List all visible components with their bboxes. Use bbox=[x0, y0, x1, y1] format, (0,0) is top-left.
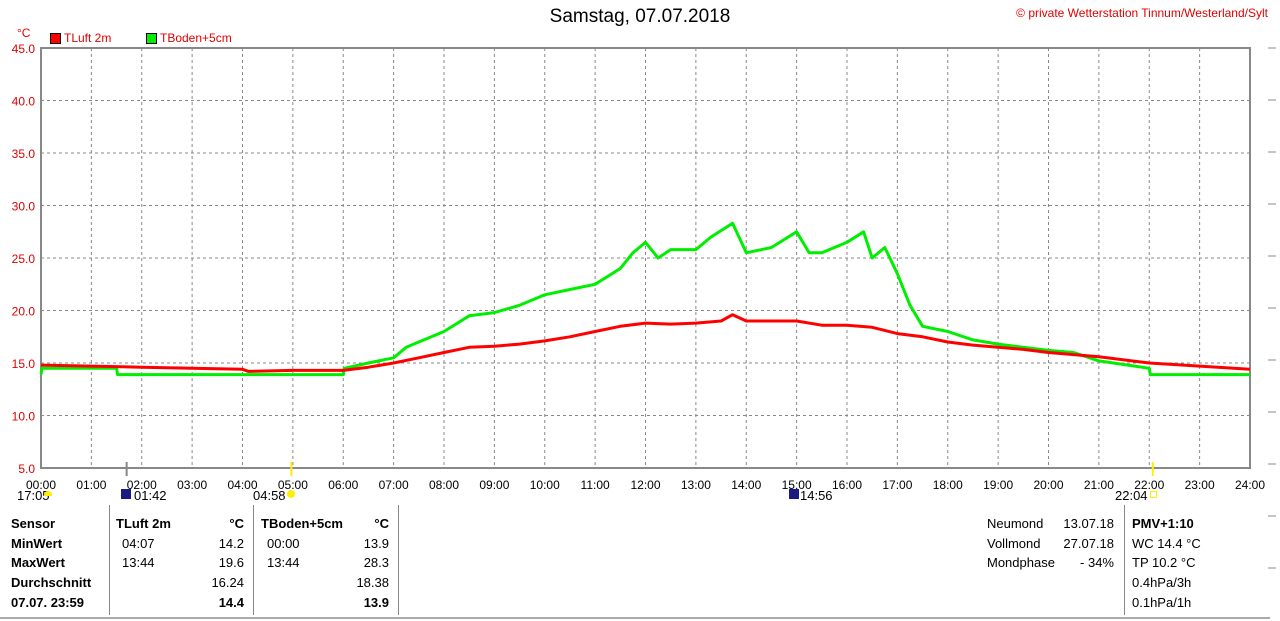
sunset-icon bbox=[1150, 491, 1157, 498]
sunset-prev-time: 17:05 bbox=[17, 488, 50, 503]
legend-swatch bbox=[50, 32, 61, 44]
legend-label: TBoden+5cm bbox=[160, 31, 232, 45]
col-header-luft: TLuft 2m bbox=[116, 516, 171, 531]
x-tick-label: 18:00 bbox=[933, 478, 963, 492]
pmv-value: PMV+1:10 bbox=[1132, 516, 1194, 531]
moon-value: 27.07.18 bbox=[1063, 536, 1114, 551]
y-unit: °C bbox=[17, 26, 31, 40]
col-unit: °C bbox=[229, 516, 244, 531]
max-time: 13:44 bbox=[267, 555, 300, 570]
x-tick-label: 01:00 bbox=[76, 478, 106, 492]
y-tick-label: 10.0 bbox=[12, 410, 36, 424]
legend-luft: TLuft 2m bbox=[50, 31, 111, 45]
y-tick-label: 25.0 bbox=[12, 252, 36, 266]
x-tick-label: 14:00 bbox=[731, 478, 761, 492]
x-tick-label: 04:00 bbox=[227, 478, 257, 492]
sunset-time: 22:04 bbox=[1115, 488, 1148, 503]
y-tick-label: 40.0 bbox=[12, 95, 36, 109]
x-tick-label: 03:00 bbox=[177, 478, 207, 492]
chart-title: Samstag, 07.07.2018 bbox=[549, 6, 731, 27]
x-tick-label: 02:00 bbox=[127, 478, 157, 492]
series-line-luft bbox=[40, 313, 1251, 373]
x-tick-label: 20:00 bbox=[1033, 478, 1063, 492]
sun-icon bbox=[287, 490, 295, 498]
row-label-max: MaxWert bbox=[11, 555, 65, 570]
moon-value: 13.07.18 bbox=[1063, 516, 1114, 531]
pressure-1h: 0.1hPa/1h bbox=[1132, 595, 1192, 610]
y-tick-label: 30.0 bbox=[12, 200, 36, 214]
y-tick-label: 35.0 bbox=[12, 147, 36, 161]
x-tick-label: 11:00 bbox=[581, 478, 610, 492]
x-tick-label: 08:00 bbox=[429, 478, 459, 492]
x-tick-label: 00:00 bbox=[26, 478, 56, 492]
moon-icon bbox=[121, 489, 131, 499]
x-tick-label: 22:00 bbox=[1134, 478, 1164, 492]
x-tick-label: 21:00 bbox=[1084, 478, 1114, 492]
sunrise-time: 04:58 bbox=[253, 488, 286, 503]
current-value: 13.9 bbox=[363, 595, 389, 610]
moon-value: - 34% bbox=[1080, 555, 1114, 570]
moon-label: Neumond bbox=[987, 516, 1044, 531]
max-value: 28.3 bbox=[363, 555, 389, 570]
min-time: 00:00 bbox=[267, 536, 300, 551]
x-tick-label: 05:00 bbox=[278, 478, 308, 492]
x-tick-label: 16:00 bbox=[832, 478, 862, 492]
legend-label: TLuft 2m bbox=[64, 31, 112, 45]
x-tick-label: 23:00 bbox=[1185, 478, 1215, 492]
dewpoint-value: TP 10.2 °C bbox=[1132, 555, 1196, 570]
legend-swatch bbox=[146, 32, 157, 44]
moonrise-time: 14:56 bbox=[800, 488, 833, 503]
moon-label: Vollmond bbox=[987, 536, 1041, 551]
moon-icon bbox=[789, 489, 799, 499]
y-tick-label: 20.0 bbox=[12, 305, 36, 319]
legend-boden: TBoden+5cm bbox=[146, 31, 232, 45]
avg-value: 16.24 bbox=[211, 575, 244, 590]
row-label-current: 07.07. 23:59 bbox=[11, 595, 85, 610]
y-tick-label: 5.0 bbox=[18, 462, 35, 476]
series-line-boden bbox=[39, 221, 1250, 377]
x-tick-label: 19:00 bbox=[983, 478, 1013, 492]
row-label-sensor: Sensor bbox=[11, 516, 56, 531]
copyright: © private Wetterstation Tinnum/Westerlan… bbox=[1016, 6, 1268, 20]
x-tick-label: 13:00 bbox=[681, 478, 711, 492]
avg-value: 18.38 bbox=[356, 575, 389, 590]
x-tick-label: 15:00 bbox=[782, 478, 812, 492]
col-header-boden: TBoden+5cm bbox=[261, 516, 343, 531]
y-tick-label: 15.0 bbox=[12, 357, 36, 371]
max-value: 19.6 bbox=[218, 555, 244, 570]
moon-label: Mondphase bbox=[987, 555, 1055, 570]
windchill-value: WC 14.4 °C bbox=[1132, 536, 1201, 551]
sunset-icon bbox=[44, 491, 52, 496]
min-time: 04:07 bbox=[122, 536, 155, 551]
min-value: 13.9 bbox=[363, 536, 389, 551]
x-tick-label: 10:00 bbox=[530, 478, 560, 492]
moonset-time: 01:42 bbox=[134, 488, 167, 503]
y-tick-label: 45.0 bbox=[12, 42, 36, 56]
x-tick-label: 12:00 bbox=[630, 478, 660, 492]
x-tick-label: 17:00 bbox=[882, 478, 912, 492]
x-tick-label: 09:00 bbox=[479, 478, 509, 492]
current-value: 14.4 bbox=[218, 595, 244, 610]
max-time: 13:44 bbox=[122, 555, 155, 570]
plot-frame bbox=[40, 47, 1251, 469]
pressure-3h: 0.4hPa/3h bbox=[1132, 575, 1192, 590]
row-label-avg: Durchschnitt bbox=[11, 575, 92, 590]
col-unit: °C bbox=[374, 516, 389, 531]
x-tick-label: 24:00 bbox=[1235, 478, 1265, 492]
x-tick-label: 07:00 bbox=[379, 478, 409, 492]
row-label-min: MinWert bbox=[11, 536, 63, 551]
min-value: 14.2 bbox=[218, 536, 244, 551]
x-tick-label: 06:00 bbox=[328, 478, 358, 492]
